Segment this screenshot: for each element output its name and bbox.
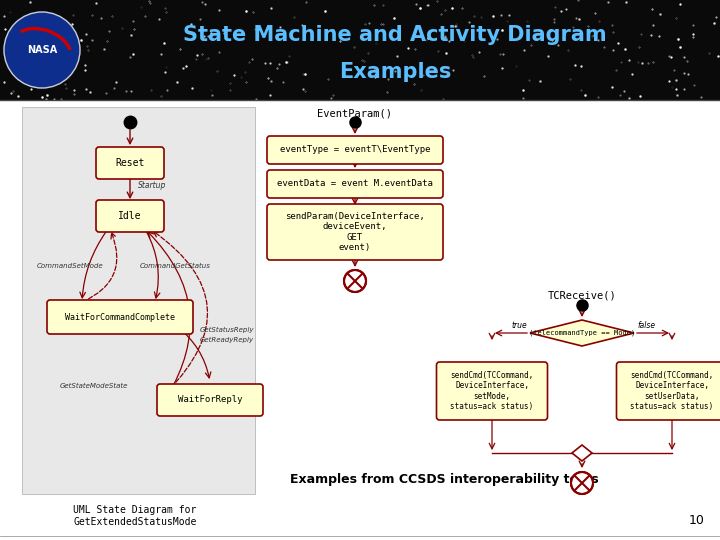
- Text: GetStateModeState: GetStateModeState: [60, 383, 128, 389]
- Text: Examples: Examples: [339, 62, 451, 82]
- Text: true: true: [511, 321, 527, 330]
- Text: eventType = eventT\EventType: eventType = eventT\EventType: [280, 145, 431, 154]
- FancyBboxPatch shape: [436, 362, 547, 420]
- FancyBboxPatch shape: [616, 362, 720, 420]
- Circle shape: [571, 472, 593, 494]
- Text: 10: 10: [689, 514, 705, 527]
- FancyBboxPatch shape: [267, 170, 443, 198]
- Text: State Machine and Activity Diagram: State Machine and Activity Diagram: [183, 25, 607, 45]
- Text: Examples from CCSDS interoperability tests: Examples from CCSDS interoperability tes…: [290, 473, 598, 486]
- Text: false: false: [637, 321, 655, 330]
- FancyBboxPatch shape: [267, 136, 443, 164]
- FancyBboxPatch shape: [96, 147, 164, 179]
- Circle shape: [4, 12, 80, 88]
- Text: GetStatusReply: GetStatusReply: [200, 327, 254, 333]
- Polygon shape: [530, 320, 634, 346]
- Text: UML State Diagram for
GetExtendedStatusMode: UML State Diagram for GetExtendedStatusM…: [73, 505, 197, 526]
- Text: Idle: Idle: [118, 211, 142, 221]
- Text: WaitForReply: WaitForReply: [178, 395, 242, 404]
- Text: Reset: Reset: [115, 158, 145, 168]
- Text: CommandSetMode: CommandSetMode: [37, 263, 104, 269]
- FancyBboxPatch shape: [47, 300, 193, 334]
- FancyBboxPatch shape: [0, 0, 720, 100]
- FancyBboxPatch shape: [22, 107, 255, 494]
- Text: EventParam(): EventParam(): [318, 108, 392, 118]
- Text: GetReadyReply: GetReadyReply: [200, 337, 254, 343]
- FancyBboxPatch shape: [157, 384, 263, 416]
- Polygon shape: [572, 445, 592, 461]
- FancyBboxPatch shape: [96, 200, 164, 232]
- FancyBboxPatch shape: [267, 204, 443, 260]
- Text: sendParam(DeviceInterface,
deviceEvent,
GET
event): sendParam(DeviceInterface, deviceEvent, …: [285, 212, 425, 252]
- Text: CommandGetStatus: CommandGetStatus: [140, 263, 211, 269]
- Text: WaitForCommandComplete: WaitForCommandComplete: [65, 313, 175, 321]
- Text: Startup: Startup: [138, 181, 166, 190]
- Text: sendCmd(TCCommand,
DeviceInterface,
setMode,
status=ack status): sendCmd(TCCommand, DeviceInterface, setM…: [451, 371, 534, 411]
- Text: (telecommandType == Mode): (telecommandType == Mode): [529, 330, 635, 336]
- Circle shape: [344, 270, 366, 292]
- Text: sendCmd(TCCommand,
DeviceInterface,
setUserData,
status=ack status): sendCmd(TCCommand, DeviceInterface, setU…: [631, 371, 714, 411]
- Text: eventData = event M.eventData: eventData = event M.eventData: [277, 179, 433, 188]
- Text: NASA: NASA: [27, 45, 57, 55]
- Text: TCReceive(): TCReceive(): [548, 290, 616, 300]
